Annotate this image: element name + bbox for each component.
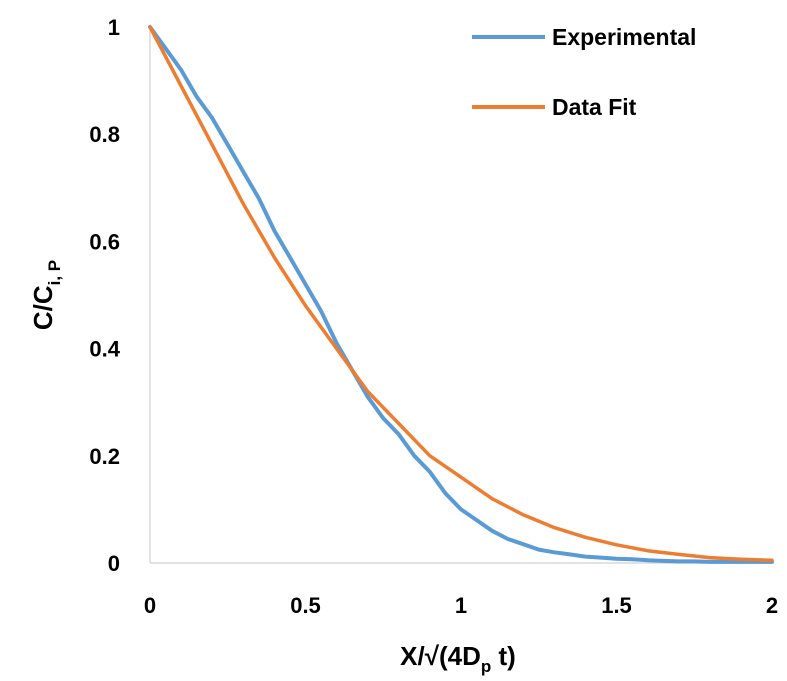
x-axis-title-tail: t) bbox=[491, 641, 516, 671]
x-axis-title: X/√(4Dp t) bbox=[400, 641, 516, 676]
series-layer bbox=[148, 25, 774, 564]
y-tick-labels: 0 0.2 0.4 0.6 0.8 1 bbox=[89, 15, 120, 576]
x-tick-label: 0.5 bbox=[290, 593, 321, 618]
plot-area bbox=[148, 25, 774, 564]
y-tick-label: 0.8 bbox=[89, 122, 120, 147]
y-axis-title: C/Ci, P bbox=[28, 260, 64, 330]
y-tick-label: 0 bbox=[108, 551, 120, 576]
y-tick-label: 1 bbox=[108, 15, 120, 40]
y-axis-title-main: C/C bbox=[28, 285, 58, 330]
x-tick-labels: 0 0.5 1 1.5 2 bbox=[144, 593, 778, 618]
series-line-data-fit bbox=[148, 25, 774, 563]
x-tick-label: 0 bbox=[144, 593, 156, 618]
y-tick-label: 0.6 bbox=[89, 229, 120, 254]
x-axis-title-sub: p bbox=[481, 657, 491, 676]
legend: Experimental Data Fit bbox=[472, 24, 696, 120]
legend-label-data-fit: Data Fit bbox=[552, 94, 637, 120]
x-tick-label: 1 bbox=[455, 593, 467, 618]
y-tick-label: 0.4 bbox=[89, 337, 120, 362]
y-axis-title-sub: i, P bbox=[45, 260, 64, 286]
y-tick-label: 0.2 bbox=[89, 444, 120, 469]
legend-label-experimental: Experimental bbox=[552, 24, 696, 50]
x-tick-label: 1.5 bbox=[601, 593, 632, 618]
series-line-experimental bbox=[148, 25, 774, 564]
x-axis-title-main: X/√(4D bbox=[400, 641, 481, 671]
x-tick-label: 2 bbox=[766, 593, 778, 618]
